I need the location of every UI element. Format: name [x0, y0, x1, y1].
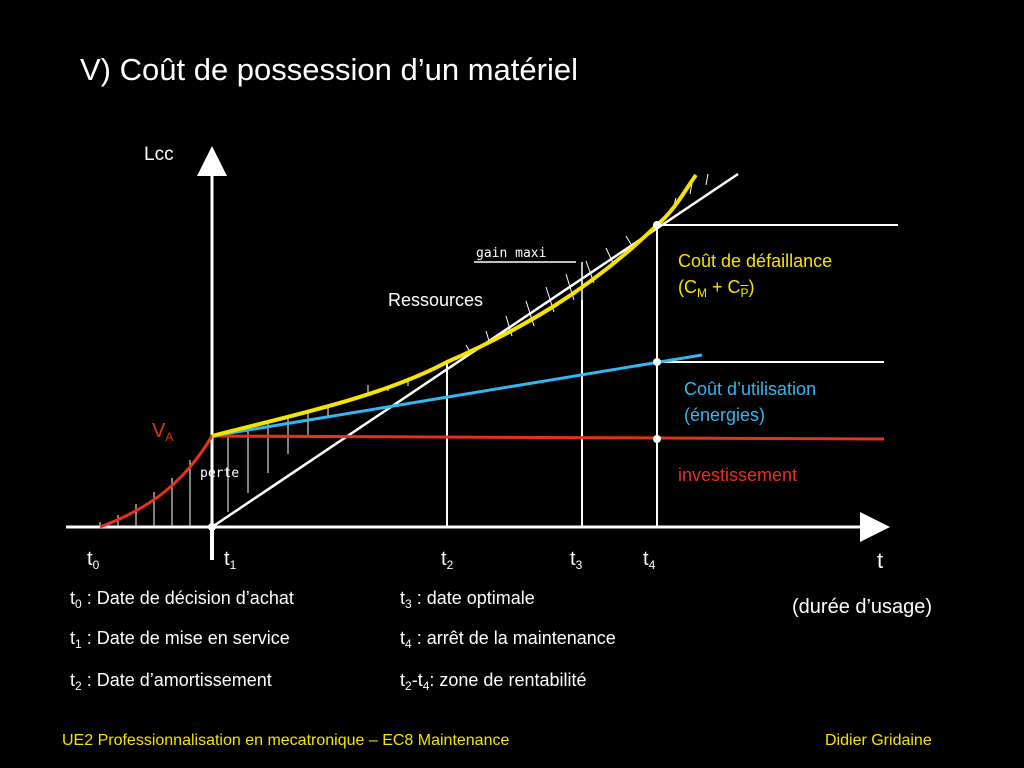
definition-t2-t4: t2-t4: zone de rentabilité: [400, 670, 587, 693]
gain-maxi-label: gain maxi: [476, 246, 547, 261]
definition-t2: t2 : Date d’amortissement: [70, 670, 272, 693]
slide-title: V) Coût de possession d’un matériel: [80, 52, 578, 87]
footer-author: Didier Gridaine: [825, 732, 932, 749]
x-axis-sublabel: (durée d’usage): [792, 596, 933, 618]
footer-course: UE2 Professionnalisation en mecatronique…: [62, 732, 510, 749]
definition-t3: t3 : date optimale: [400, 588, 535, 611]
defaillance-curve: [211, 173, 698, 438]
investissement-curve: [99, 434, 885, 529]
definition-t4: t4 : arrêt de la maintenance: [400, 628, 616, 651]
hatching-gain: [465, 173, 709, 353]
legend-utilisation: Coût d’utilisation (énergies): [684, 379, 817, 425]
utilisation-line: [211, 353, 703, 438]
time-mark-t1: t1: [224, 548, 237, 572]
dot-t1: [208, 523, 216, 531]
definition-t0: t0 : Date de décision d’achat: [70, 588, 294, 611]
dot-t4-defaillance: [653, 221, 661, 229]
definition-t1: t1 : Date de mise en service: [70, 628, 290, 651]
legend-defaillance: Coût de défaillance (CM + CP): [678, 251, 833, 300]
time-mark-t4: t4: [643, 548, 656, 572]
dot-t4-investissement: [653, 435, 661, 443]
time-mark-t0: t0: [87, 548, 100, 572]
va-label: VA: [152, 420, 174, 444]
ressources-label: Ressources: [388, 290, 484, 310]
time-mark-t3: t3: [570, 548, 583, 572]
time-mark-t2: t2: [441, 548, 454, 572]
x-axis-label: t: [877, 548, 884, 573]
dot-t4-utilisation: [653, 358, 661, 366]
y-axis-label: Lcc: [144, 144, 174, 165]
legend-investissement: investissement: [678, 465, 798, 485]
perte-label: perte: [200, 466, 240, 481]
